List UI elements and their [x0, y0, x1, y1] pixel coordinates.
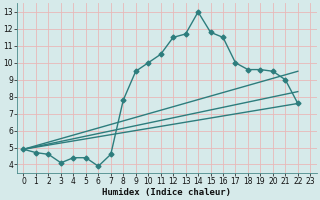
X-axis label: Humidex (Indice chaleur): Humidex (Indice chaleur): [102, 188, 231, 197]
